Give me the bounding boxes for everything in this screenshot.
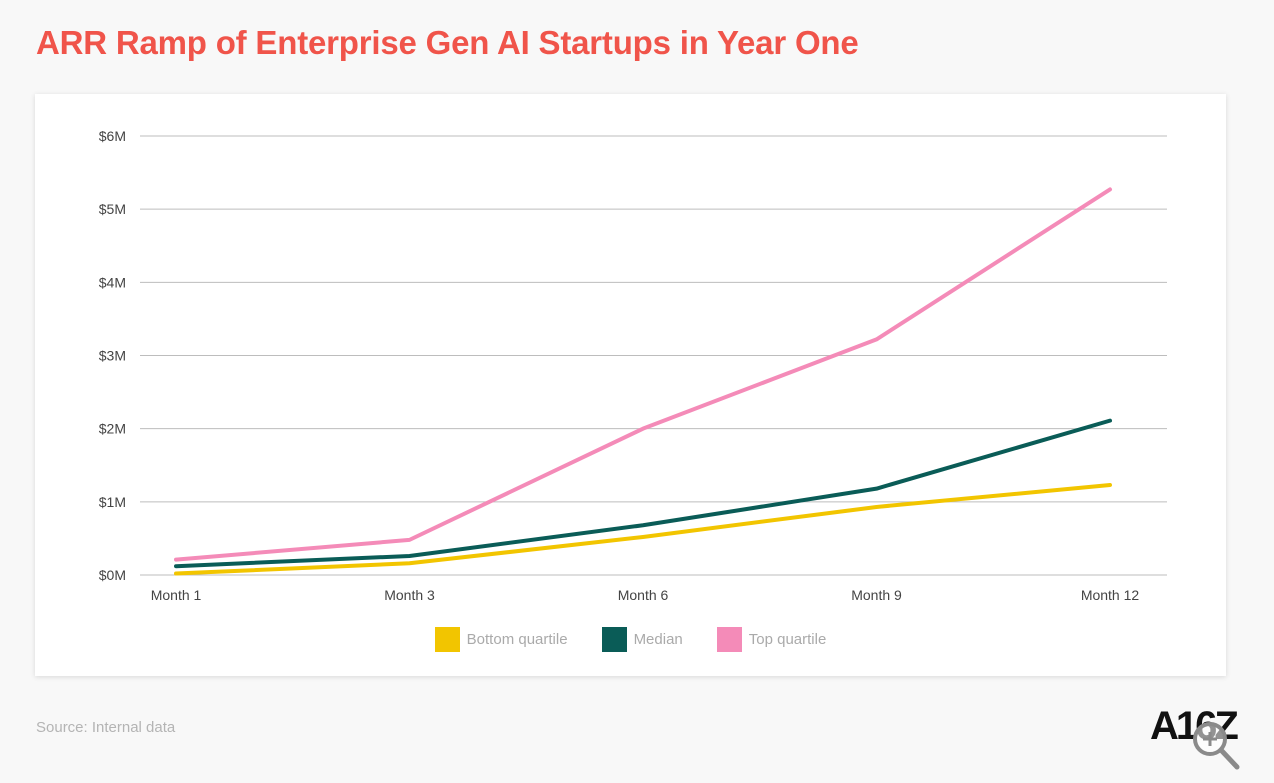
line-chart: $0M$1M$2M$3M$4M$5M$6M Month 1 Month 3 Mont… (99, 128, 1167, 603)
zoom-in-magnifier-icon (1193, 722, 1240, 770)
series-line-median (174, 418, 1112, 569)
chart-card: $0M $1M $2M $3M $4M $5M $6M Month 1 Month 3 Mont… (35, 94, 1226, 676)
legend-label: Median (633, 631, 683, 648)
legend-label: Bottom quartile (466, 631, 568, 648)
y-tick-label: $3M (99, 348, 126, 364)
legend-label: Top quartile (748, 631, 827, 648)
series-line-bottom-quartile (174, 483, 1112, 576)
page-title: ARR Ramp of Enterprise Gen AI Startups i… (36, 24, 859, 61)
legend-swatch (434, 627, 460, 652)
x-tick-label: Month 9 (851, 587, 902, 603)
y-tick-label: $4M (99, 274, 126, 290)
legend-item: Bottom quartile (434, 627, 568, 652)
x-axis-ticks: Month 1 Month 3 Month 6 Month 9 Month 12 (151, 587, 1140, 603)
zoom-in-button[interactable] (1190, 718, 1242, 773)
grid-lines (140, 135, 1167, 576)
y-axis-ticks: $0M $1M $2M $3M $4M $5M $6M (99, 128, 126, 583)
source-note: Source: Internal data (36, 719, 176, 736)
series-lines (174, 187, 1112, 576)
x-tick-label: Month 1 (151, 587, 202, 603)
x-tick-label: Month 6 (618, 587, 669, 603)
legend-swatch (716, 627, 742, 652)
series-line-top-quartile (174, 187, 1112, 562)
y-tick-label: $2M (99, 421, 126, 437)
y-tick-label: $1M (99, 494, 126, 510)
chart-legend: Bottom quartile Median Top quartile (35, 627, 1226, 652)
legend-item: Median (601, 627, 683, 652)
legend-item: Top quartile (716, 627, 827, 652)
y-tick-label: $5M (99, 201, 126, 217)
y-tick-label: $0M (99, 567, 126, 583)
legend-swatch (601, 627, 627, 652)
y-tick-label: $6M (99, 128, 126, 144)
x-tick-label: Month 3 (384, 587, 435, 603)
x-tick-label: Month 12 (1081, 587, 1140, 603)
